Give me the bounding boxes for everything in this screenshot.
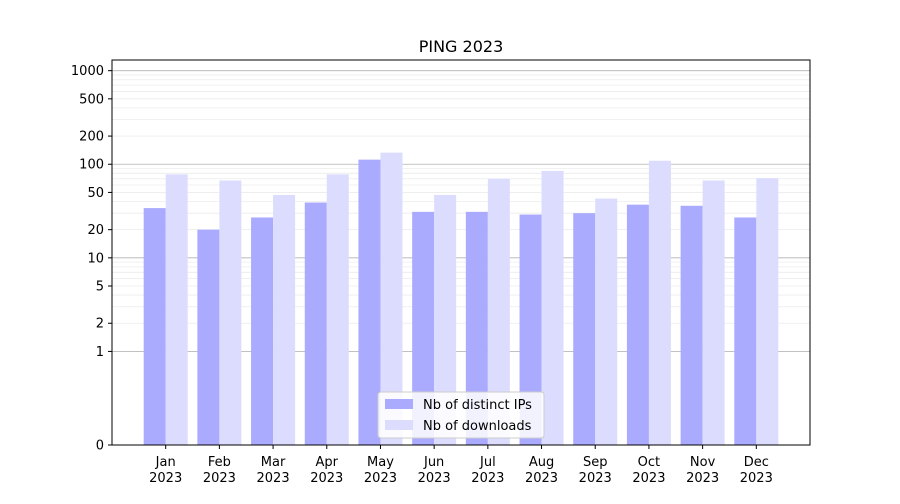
bar-distinct-ips-apr <box>304 202 327 445</box>
legend-label-distinct-ips: Nb of distinct IPs <box>423 398 532 413</box>
y-tick-label: 2 <box>96 317 104 332</box>
bar-distinct-ips-oct <box>626 204 649 445</box>
x-tick-label-year: 2023 <box>418 471 451 486</box>
x-tick-label-year: 2023 <box>471 471 504 486</box>
bar-downloads-nov <box>702 180 725 446</box>
bar-downloads-jan <box>165 174 188 445</box>
bar-distinct-ips-dec <box>734 217 757 445</box>
x-tick-label-month: Jul <box>479 455 496 470</box>
x-tick-label-month: Nov <box>690 455 716 470</box>
bar-distinct-ips-nov <box>680 205 703 445</box>
bar-downloads-oct <box>648 160 671 446</box>
y-tick-label: 0 <box>96 439 104 454</box>
y-tick-label: 5 <box>96 280 104 295</box>
y-tick-label: 200 <box>79 130 104 145</box>
legend-box <box>377 391 545 439</box>
x-tick-label-year: 2023 <box>310 471 343 486</box>
x-tick-label-month: Apr <box>316 455 339 470</box>
x-tick-label-month: Sep <box>583 455 608 470</box>
x-tick-label-month: Oct <box>638 455 660 470</box>
bar-distinct-ips-jan <box>143 208 166 445</box>
bar-distinct-ips-mar <box>251 217 274 445</box>
x-tick-label-year: 2023 <box>257 471 290 486</box>
bar-distinct-ips-jun <box>412 211 435 445</box>
x-tick-label-year: 2023 <box>686 471 719 486</box>
legend-swatch-downloads <box>385 420 413 430</box>
plot-frame <box>111 59 811 446</box>
bar-downloads-may <box>380 152 403 445</box>
x-tick-label-month: Jan <box>155 455 176 470</box>
x-tick-label-month: May <box>367 455 394 470</box>
x-tick-label-year: 2023 <box>525 471 558 486</box>
y-tick-label: 100 <box>79 158 104 173</box>
bar-downloads-feb <box>219 180 242 446</box>
bar-downloads-jun <box>434 194 457 445</box>
legend-swatch-distinct-ips <box>385 399 413 409</box>
x-tick-label-year: 2023 <box>203 471 236 486</box>
x-tick-label-month: Dec <box>744 455 769 470</box>
legend: Nb of distinct IPs Nb of downloads <box>377 391 545 439</box>
x-tick-label-year: 2023 <box>579 471 612 486</box>
bar-distinct-ips-sep <box>573 213 596 445</box>
x-tick-label-month: Mar <box>261 455 286 470</box>
legend-label-downloads: Nb of downloads <box>423 419 532 434</box>
x-tick-label-year: 2023 <box>740 471 773 486</box>
bar-distinct-ips-feb <box>197 229 220 445</box>
y-tick-label: 50 <box>87 186 104 201</box>
bar-downloads-sep <box>595 198 618 445</box>
y-tick-label: 500 <box>79 92 104 107</box>
x-tick-label-month: Aug <box>529 455 554 470</box>
y-tick-label: 1000 <box>71 64 104 79</box>
bar-distinct-ips-aug <box>519 214 542 445</box>
bar-downloads-mar <box>273 194 296 445</box>
y-tick-label: 10 <box>87 251 104 266</box>
x-tick-label-year: 2023 <box>632 471 665 486</box>
bar-downloads-apr <box>326 174 349 445</box>
bar-downloads-dec <box>756 178 779 445</box>
bar-downloads-aug <box>541 170 564 446</box>
y-tick-label: 20 <box>87 223 104 238</box>
x-tick-label-month: Feb <box>208 455 231 470</box>
x-tick-label-year: 2023 <box>364 471 397 486</box>
y-tick-label: 1 <box>96 345 104 360</box>
bar-distinct-ips-may <box>358 159 381 445</box>
x-tick-label-year: 2023 <box>149 471 182 486</box>
bar-distinct-ips-jul <box>465 211 488 445</box>
chart-title: PING 2023 <box>419 37 504 56</box>
x-tick-label-month: Jun <box>423 455 444 470</box>
bar-downloads-jul <box>487 178 510 446</box>
